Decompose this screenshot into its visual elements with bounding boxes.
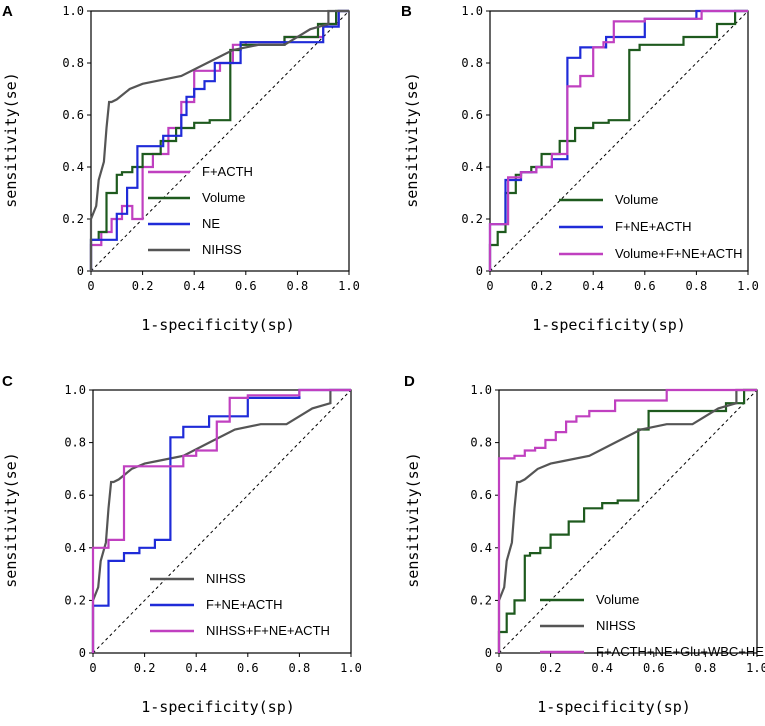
plot-frame	[90, 10, 350, 272]
y-tick-label: 0.2	[470, 593, 492, 607]
legend-label: NE	[202, 216, 220, 231]
legend-label: NIHSS+F+NE+ACTH	[206, 623, 330, 638]
roc-curve-volume	[89, 9, 349, 271]
x-tick-label: 1.0	[340, 661, 362, 675]
roc-curve-f-ne-acth	[488, 9, 748, 271]
y-tick-label: 0.8	[64, 436, 86, 450]
x-tick-label: 0.4	[183, 279, 205, 293]
y-tick-label: 1.0	[64, 383, 86, 397]
x-tick-label: 0.2	[134, 661, 156, 675]
x-axis-title: 1-specificity(sp)	[532, 316, 686, 334]
roc-panel-b: B 0 0.2 0.4 0.6 0.8 1.0 0 0.2 0.4 0.6 0.8 1.0 1-speci…	[401, 3, 759, 334]
y-tick-label: 0.8	[62, 56, 84, 70]
roc-curve-f-acth-ne-glu-wbc-he	[497, 388, 757, 653]
legend-label: F+NE+ACTH	[206, 597, 283, 612]
x-tick-label: 0.6	[634, 279, 656, 293]
x-tick-label: 0	[495, 661, 502, 675]
x-tick-label: 0	[486, 279, 493, 293]
y-tick-label: 0.4	[62, 160, 84, 174]
x-tick-label: 0.8	[287, 279, 309, 293]
roc-panel-c: C 0 0.2 0.4 0.6 0.8 1.0 0 0.2 0.4 0.6 0.8 1.0 1-speci…	[2, 373, 362, 716]
y-tick-label: 0	[476, 264, 483, 278]
x-axis-title: 1-specificity(sp)	[141, 698, 295, 716]
y-tick-label: 0.8	[470, 436, 492, 450]
reference-diagonal	[498, 389, 758, 654]
y-tick-label: 0.6	[64, 488, 86, 502]
y-tick-label: 0.2	[461, 212, 483, 226]
roc-curve-ne	[89, 9, 349, 271]
x-tick-label: 0.2	[531, 279, 553, 293]
y-tick-label: 1.0	[62, 4, 84, 18]
reference-diagonal	[90, 10, 350, 272]
legend-label: F+ACTH+NE+Glu+WBC+HE	[596, 644, 764, 659]
legend-label: Volume	[202, 190, 245, 205]
roc-curve-volume-f-ne-acth	[488, 9, 748, 271]
y-tick-label: 0	[485, 646, 492, 660]
roc-panel-d: D 0 0.2 0.4 0.6 0.8 1.0 0 0.2 0.4 0.6 0.8 1.0 1-speci…	[404, 373, 765, 716]
roc-curve-nihss	[91, 388, 351, 653]
roc-curve-f-ne-acth	[91, 388, 351, 653]
y-tick-label: 0.2	[64, 593, 86, 607]
panel-label: B	[401, 3, 412, 20]
x-tick-label: 0.2	[132, 279, 154, 293]
y-tick-label: 1.0	[470, 383, 492, 397]
x-tick-label: 0.4	[591, 661, 613, 675]
legend-label: Volume	[596, 592, 639, 607]
x-tick-label: 0.4	[582, 279, 604, 293]
x-tick-label: 1.0	[338, 279, 360, 293]
x-tick-label: 0	[87, 279, 94, 293]
x-axis-title: 1-specificity(sp)	[537, 698, 691, 716]
reference-diagonal	[92, 389, 352, 654]
y-tick-label: 0.4	[64, 541, 86, 555]
legend-label: F+ACTH	[202, 164, 253, 179]
y-tick-label: 0.2	[62, 212, 84, 226]
y-tick-label: 0	[77, 264, 84, 278]
roc-curve-nihss	[89, 9, 349, 271]
x-tick-label: 0.6	[643, 661, 665, 675]
x-tick-label: 0.2	[540, 661, 562, 675]
legend-label: Volume+F+NE+ACTH	[615, 246, 743, 261]
y-axis-title: sensitivity(se)	[403, 72, 421, 207]
x-tick-label: 0.4	[185, 661, 207, 675]
roc-curve-nihss-f-ne-acth	[91, 388, 351, 653]
legend-label: NIHSS	[596, 618, 636, 633]
y-axis-title: sensitivity(se)	[2, 452, 20, 587]
y-axis-title: sensitivity(se)	[2, 72, 20, 207]
x-tick-label: 0	[89, 661, 96, 675]
x-tick-label: 0.6	[237, 661, 259, 675]
roc-curve-volume	[497, 388, 757, 653]
legend-label: Volume	[615, 192, 658, 207]
y-tick-label: 0.4	[470, 541, 492, 555]
y-axis-title: sensitivity(se)	[404, 452, 422, 587]
y-tick-label: 0.6	[62, 108, 84, 122]
panel-label: A	[2, 3, 13, 20]
panel-label: D	[404, 373, 415, 390]
plot-frame	[92, 389, 352, 654]
reference-diagonal	[489, 10, 749, 272]
x-tick-label: 0.8	[686, 279, 708, 293]
roc-curve-nihss	[497, 388, 757, 653]
y-tick-label: 0.8	[461, 56, 483, 70]
x-tick-label: 0.6	[235, 279, 257, 293]
legend-label: F+NE+ACTH	[615, 219, 692, 234]
roc-panel-a: A 0 0.2 0.4 0.6 0.8 1.0 0 0.2 0.4 0.6 0.8 1.0 1-speci…	[2, 3, 360, 334]
x-tick-label: 0.8	[695, 661, 717, 675]
y-tick-label: 0.6	[461, 108, 483, 122]
x-axis-title: 1-specificity(sp)	[141, 316, 295, 334]
y-tick-label: 0	[79, 646, 86, 660]
panel-label: C	[2, 373, 13, 390]
legend-label: NIHSS	[206, 571, 246, 586]
x-tick-label: 1.0	[737, 279, 759, 293]
x-tick-label: 1.0	[746, 661, 765, 675]
y-tick-label: 0.6	[470, 488, 492, 502]
y-tick-label: 0.4	[461, 160, 483, 174]
legend-label: NIHSS	[202, 242, 242, 257]
x-tick-label: 0.8	[289, 661, 311, 675]
y-tick-label: 1.0	[461, 4, 483, 18]
plot-frame	[489, 10, 749, 272]
